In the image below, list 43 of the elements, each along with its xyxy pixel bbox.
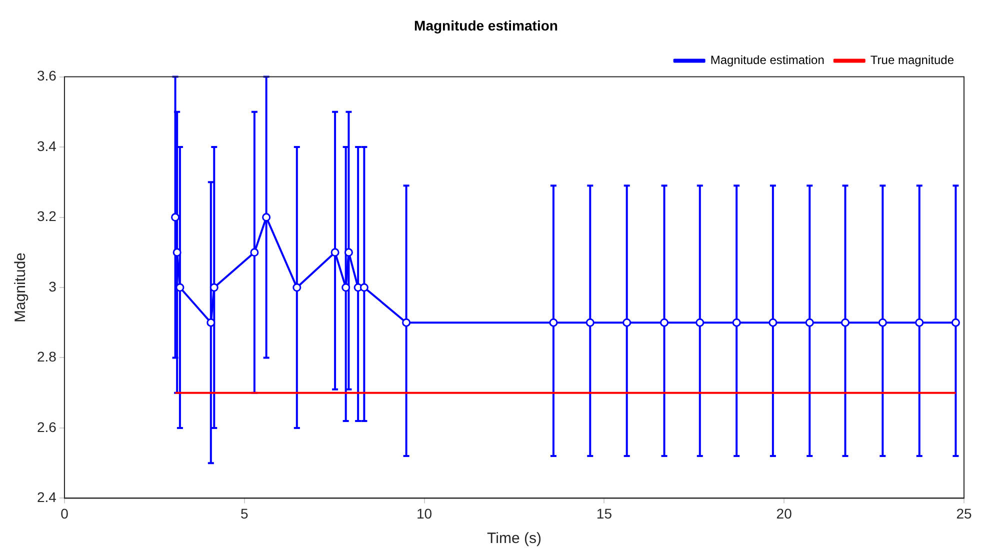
y-tick-label: 3.2 bbox=[36, 208, 57, 224]
point bbox=[262, 213, 271, 222]
point bbox=[549, 318, 558, 327]
point bbox=[841, 318, 850, 327]
point bbox=[206, 318, 216, 327]
y-tick-label: 2.8 bbox=[36, 348, 57, 365]
point bbox=[342, 283, 350, 292]
point bbox=[210, 283, 218, 292]
point bbox=[176, 283, 184, 292]
point bbox=[172, 248, 182, 257]
y-tick-label: 3.4 bbox=[36, 138, 57, 154]
x-tick-label: 15 bbox=[596, 505, 612, 522]
point bbox=[330, 248, 340, 257]
point bbox=[171, 213, 180, 222]
point bbox=[250, 248, 259, 257]
y-tick-label: 3 bbox=[48, 278, 57, 294]
point bbox=[805, 318, 814, 327]
y-tick-label: 2.4 bbox=[36, 489, 57, 506]
point bbox=[696, 318, 704, 327]
x-axis-title: Time (s) bbox=[487, 530, 542, 548]
point bbox=[915, 318, 924, 327]
point bbox=[768, 318, 778, 327]
x-tick-label: 20 bbox=[776, 505, 792, 522]
legend-label: True magnitude bbox=[870, 53, 954, 68]
point bbox=[878, 318, 887, 327]
point bbox=[622, 318, 632, 327]
y-tick-label: 3.6 bbox=[36, 68, 57, 84]
point bbox=[951, 318, 960, 327]
point bbox=[344, 248, 353, 257]
y-axis-title: Magnitude bbox=[12, 252, 30, 323]
point bbox=[292, 283, 302, 292]
x-tick-label: 25 bbox=[956, 505, 972, 522]
x-tick-label: 5 bbox=[240, 505, 248, 522]
point bbox=[732, 318, 741, 327]
point bbox=[402, 318, 411, 327]
y-tick-label: 2.6 bbox=[36, 418, 57, 435]
point bbox=[360, 283, 368, 292]
x-tick-label: 0 bbox=[60, 505, 69, 522]
x-tick-label: 10 bbox=[416, 505, 432, 522]
legend-label: Magnitude estimation bbox=[710, 53, 824, 68]
point bbox=[586, 318, 594, 327]
point bbox=[660, 318, 669, 327]
chart-title: Magnitude estimation bbox=[414, 17, 558, 34]
